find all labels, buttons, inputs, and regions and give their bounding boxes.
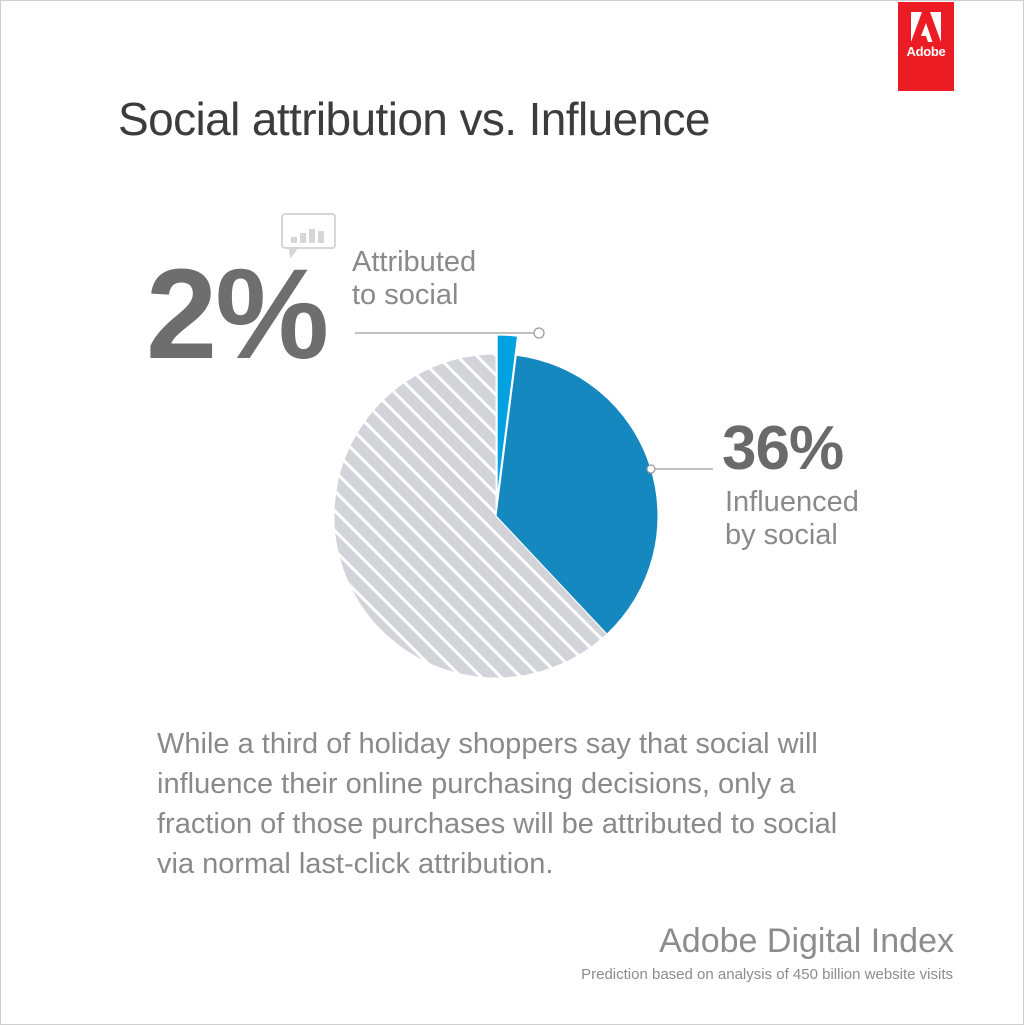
adobe-logo-text: Adobe: [906, 44, 946, 59]
adobe-logo: Adobe: [898, 2, 954, 91]
page-title: Social attribution vs. Influence: [118, 93, 711, 145]
summary-paragraph: While a third of holiday shoppers say th…: [157, 724, 917, 884]
attributed-annotation: Attributed to social: [352, 246, 476, 312]
footer-brand: Adobe Digital Index: [659, 922, 954, 960]
attributed-annotation-line1: Attributed: [352, 246, 477, 278]
summary-line-4: via normal last-click attribution.: [157, 848, 554, 880]
summary-line-1: While a third of holiday shoppers say th…: [157, 728, 818, 760]
attributed-leader-dot: [533, 327, 545, 339]
influenced-percent-label: 36%: [722, 414, 844, 483]
influenced-annotation-line2: by social: [725, 519, 838, 551]
attributed-annotation-line2: to social: [352, 279, 459, 311]
attributed-percent-label: 2%: [146, 243, 329, 386]
summary-line-2: influence their online purchasing decisi…: [157, 768, 796, 800]
influenced-annotation-line1: Influenced: [725, 486, 859, 518]
influenced-leader-dot: [646, 464, 656, 474]
footer-note: Prediction based on analysis of 450 bill…: [581, 966, 953, 983]
pie-slice-attributed-to-social: [496, 334, 519, 498]
pie-slice-remainder: [333, 353, 608, 679]
adobe-a-icon: [911, 12, 941, 42]
summary-line-3: fraction of those purchases will be attr…: [157, 808, 838, 840]
speech-bubble-bar-chart-icon: [281, 213, 336, 259]
influenced-annotation: Influenced by social: [725, 486, 859, 552]
